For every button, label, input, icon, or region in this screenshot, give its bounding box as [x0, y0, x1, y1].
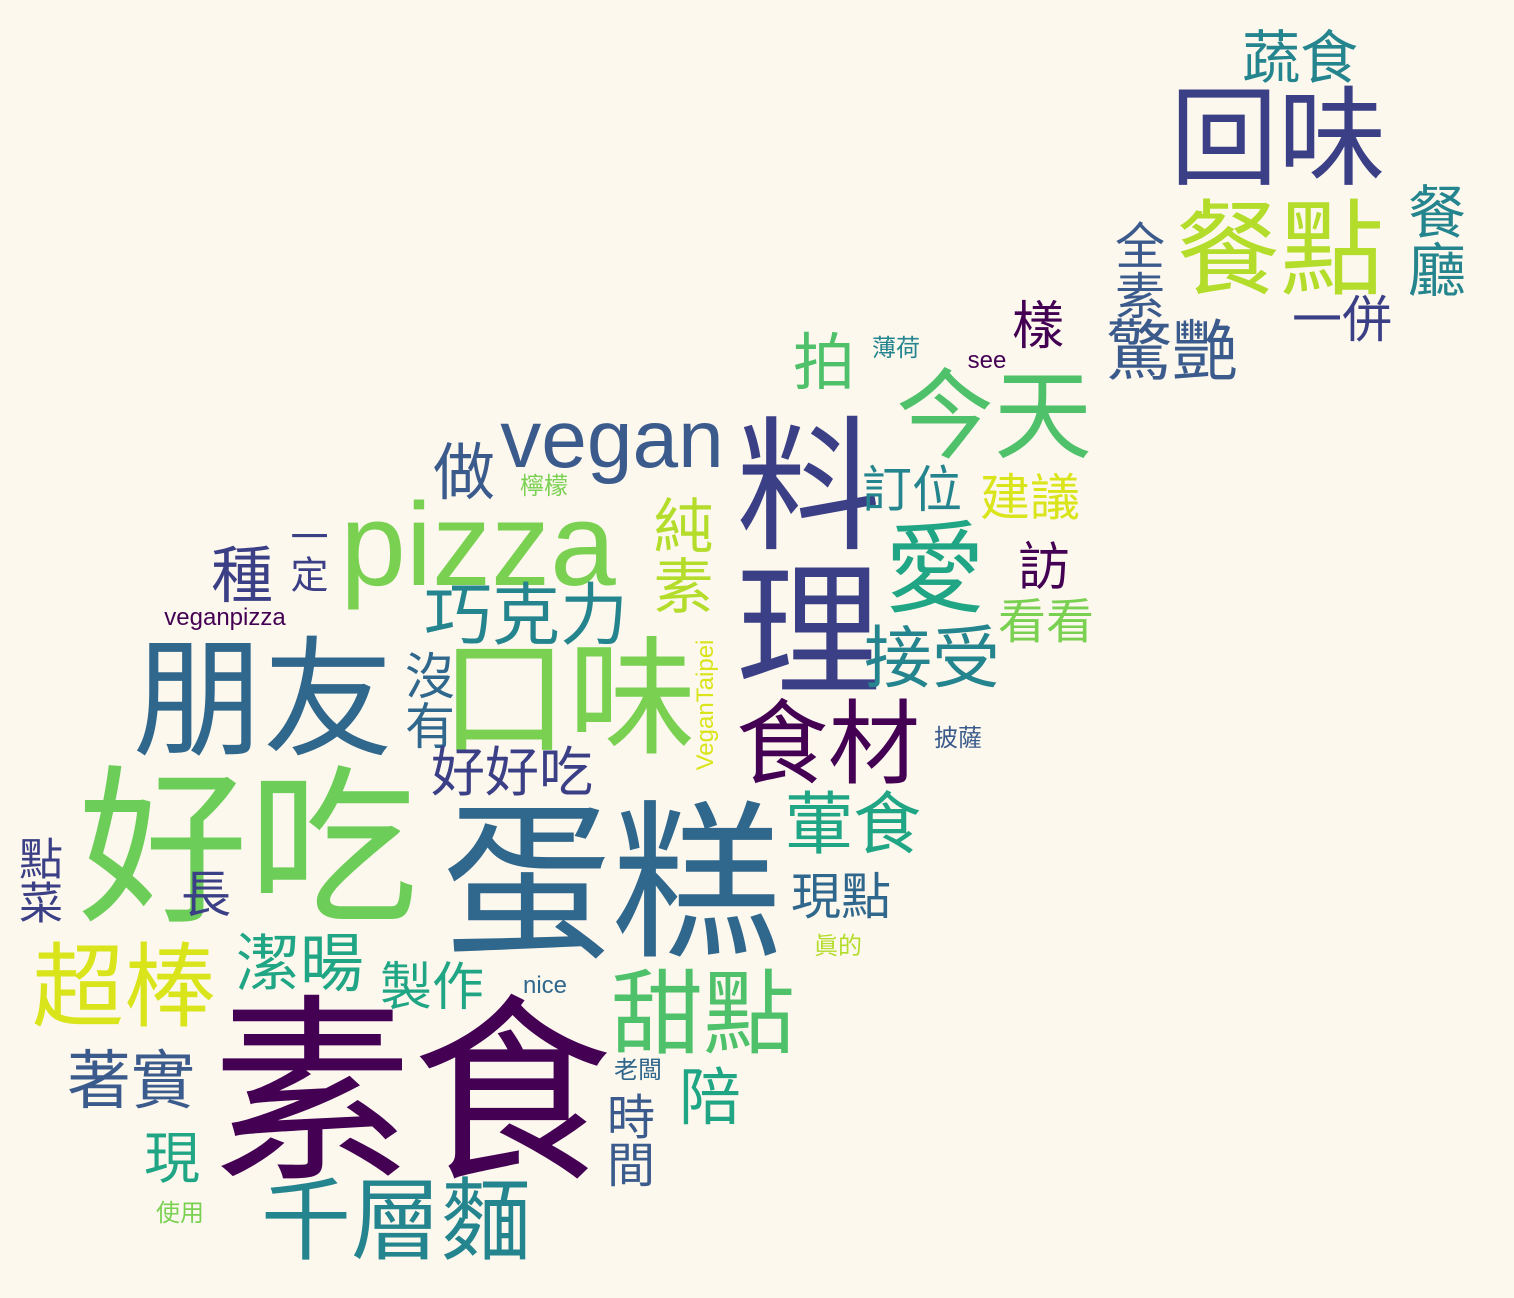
word-vegan: vegan	[500, 394, 724, 485]
word-lasagna: 千層麵	[261, 1169, 531, 1274]
word-definitely: 一定	[284, 517, 328, 593]
word-veganpizza: veganpizza	[164, 604, 286, 631]
word-production: 製作	[379, 958, 485, 1018]
word-vegantaipei: VeganTaipei	[692, 639, 719, 771]
word-all-vegan: 全素	[1107, 220, 1165, 320]
word-cuisine: 料理	[710, 410, 880, 700]
word-friend: 朋友	[132, 624, 394, 776]
word-amazing: 驚艷	[1106, 313, 1238, 390]
word-flavor: 口味	[439, 625, 697, 774]
word-use: 使用	[156, 1199, 204, 1227]
word-jieyang: 潔暘	[236, 928, 364, 1002]
word-so-delicious: 好好吃	[431, 741, 593, 804]
word-dessert: 甜點	[610, 961, 796, 1068]
word-order-now: 現點	[791, 868, 891, 926]
word-mint: 薄荷	[872, 334, 920, 362]
word-ingredients: 食材	[735, 691, 921, 798]
word-sushi: 素食	[211, 978, 613, 1211]
word-boss: 老闆	[614, 1056, 662, 1084]
word-aftertaste: 回味	[1169, 77, 1387, 202]
word-awesome: 超棒	[31, 934, 217, 1041]
word-reservation: 訂位	[862, 461, 962, 519]
word-long: 長	[181, 866, 231, 924]
word-really: 眞的	[814, 932, 862, 960]
word-cake: 蛋糕	[441, 786, 783, 984]
word-together: 一併	[1292, 291, 1392, 349]
word-make: 做	[432, 436, 496, 509]
word-meal: 餐點	[1175, 189, 1385, 311]
word-truly: 著實	[67, 1045, 195, 1119]
word-now: 現	[144, 1127, 200, 1192]
word-restaurant: 餐廳	[1398, 182, 1466, 298]
word-visit: 訪	[1017, 538, 1071, 598]
word-kind: 樣	[1011, 297, 1065, 357]
word-see: see	[967, 347, 1007, 374]
word-pizza-zh: 披薩	[934, 724, 982, 752]
word-order-dish: 點菜	[11, 836, 62, 924]
word-look: 看看	[997, 594, 1095, 650]
word-without: 沒有	[397, 650, 455, 750]
word-today: 今天	[895, 360, 1093, 474]
word-type: 種	[210, 539, 274, 612]
word-pure-vegan: 純素	[643, 495, 713, 615]
word-pizza: pizza	[340, 479, 616, 611]
word-meat-eating: 葷食	[784, 786, 922, 865]
word-lemon: 檸檬	[520, 472, 568, 500]
word-accept: 接受	[863, 620, 1001, 699]
word-suggest: 建議	[980, 469, 1080, 527]
word-time: 時間	[598, 1092, 654, 1188]
word-love: 愛	[885, 511, 985, 628]
word-chocolate: 巧克力	[423, 577, 629, 656]
word-delicious: 好吃	[77, 751, 419, 949]
word-vegetable-food: 蔬食	[1241, 24, 1359, 92]
word-nice: nice	[522, 972, 568, 999]
word-accompany: 陪	[678, 1061, 742, 1134]
word-photo: 拍	[792, 326, 856, 399]
